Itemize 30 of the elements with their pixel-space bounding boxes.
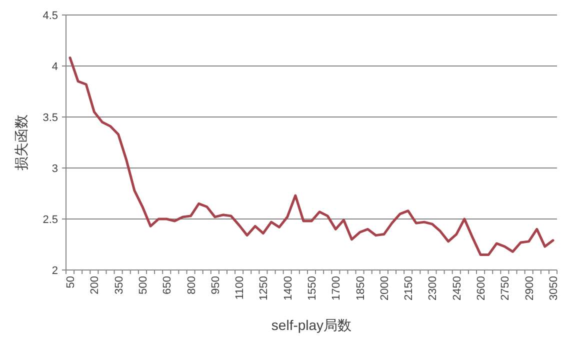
x-tick-label: 1850 — [354, 276, 367, 300]
x-tick-label: 2750 — [500, 276, 512, 300]
x-tick-label: 2600 — [476, 276, 488, 300]
y-axis-title: 损失函数 — [13, 114, 29, 170]
x-tick-label: 650 — [162, 276, 174, 294]
y-tick-label: 3 — [52, 163, 58, 175]
y-tick-label: 2 — [52, 265, 58, 277]
y-tick-label: 3.5 — [42, 112, 58, 124]
y-tick-label: 2.5 — [42, 214, 58, 226]
x-tick-label: 1100 — [234, 276, 246, 300]
x-tick-label: 1250 — [258, 276, 270, 300]
x-axis-title: self-play局数 — [271, 317, 352, 333]
x-tick-label: 950 — [210, 276, 222, 294]
x-tick-label: 2900 — [524, 276, 536, 300]
x-tick-label: 500 — [137, 276, 150, 294]
x-tick-label: 2450 — [451, 276, 464, 300]
x-tick-label: 800 — [186, 276, 198, 294]
x-tick-label: 200 — [89, 276, 102, 294]
x-tick-label: 2150 — [403, 276, 416, 300]
y-tick-label: 4.5 — [42, 10, 58, 22]
x-tick-label: 1400 — [282, 276, 294, 300]
x-tick-label: 3050 — [548, 276, 560, 300]
line-series — [68, 56, 554, 256]
y-tick-label: 4 — [52, 61, 58, 73]
x-tick-label: 1700 — [330, 276, 343, 300]
x-tick-label: 50 — [65, 276, 78, 288]
x-tick-label: 350 — [113, 276, 126, 294]
x-tick-label: 2000 — [378, 276, 391, 300]
x-tick-label: 1550 — [306, 276, 318, 300]
x-tick-label: 2300 — [427, 276, 440, 300]
